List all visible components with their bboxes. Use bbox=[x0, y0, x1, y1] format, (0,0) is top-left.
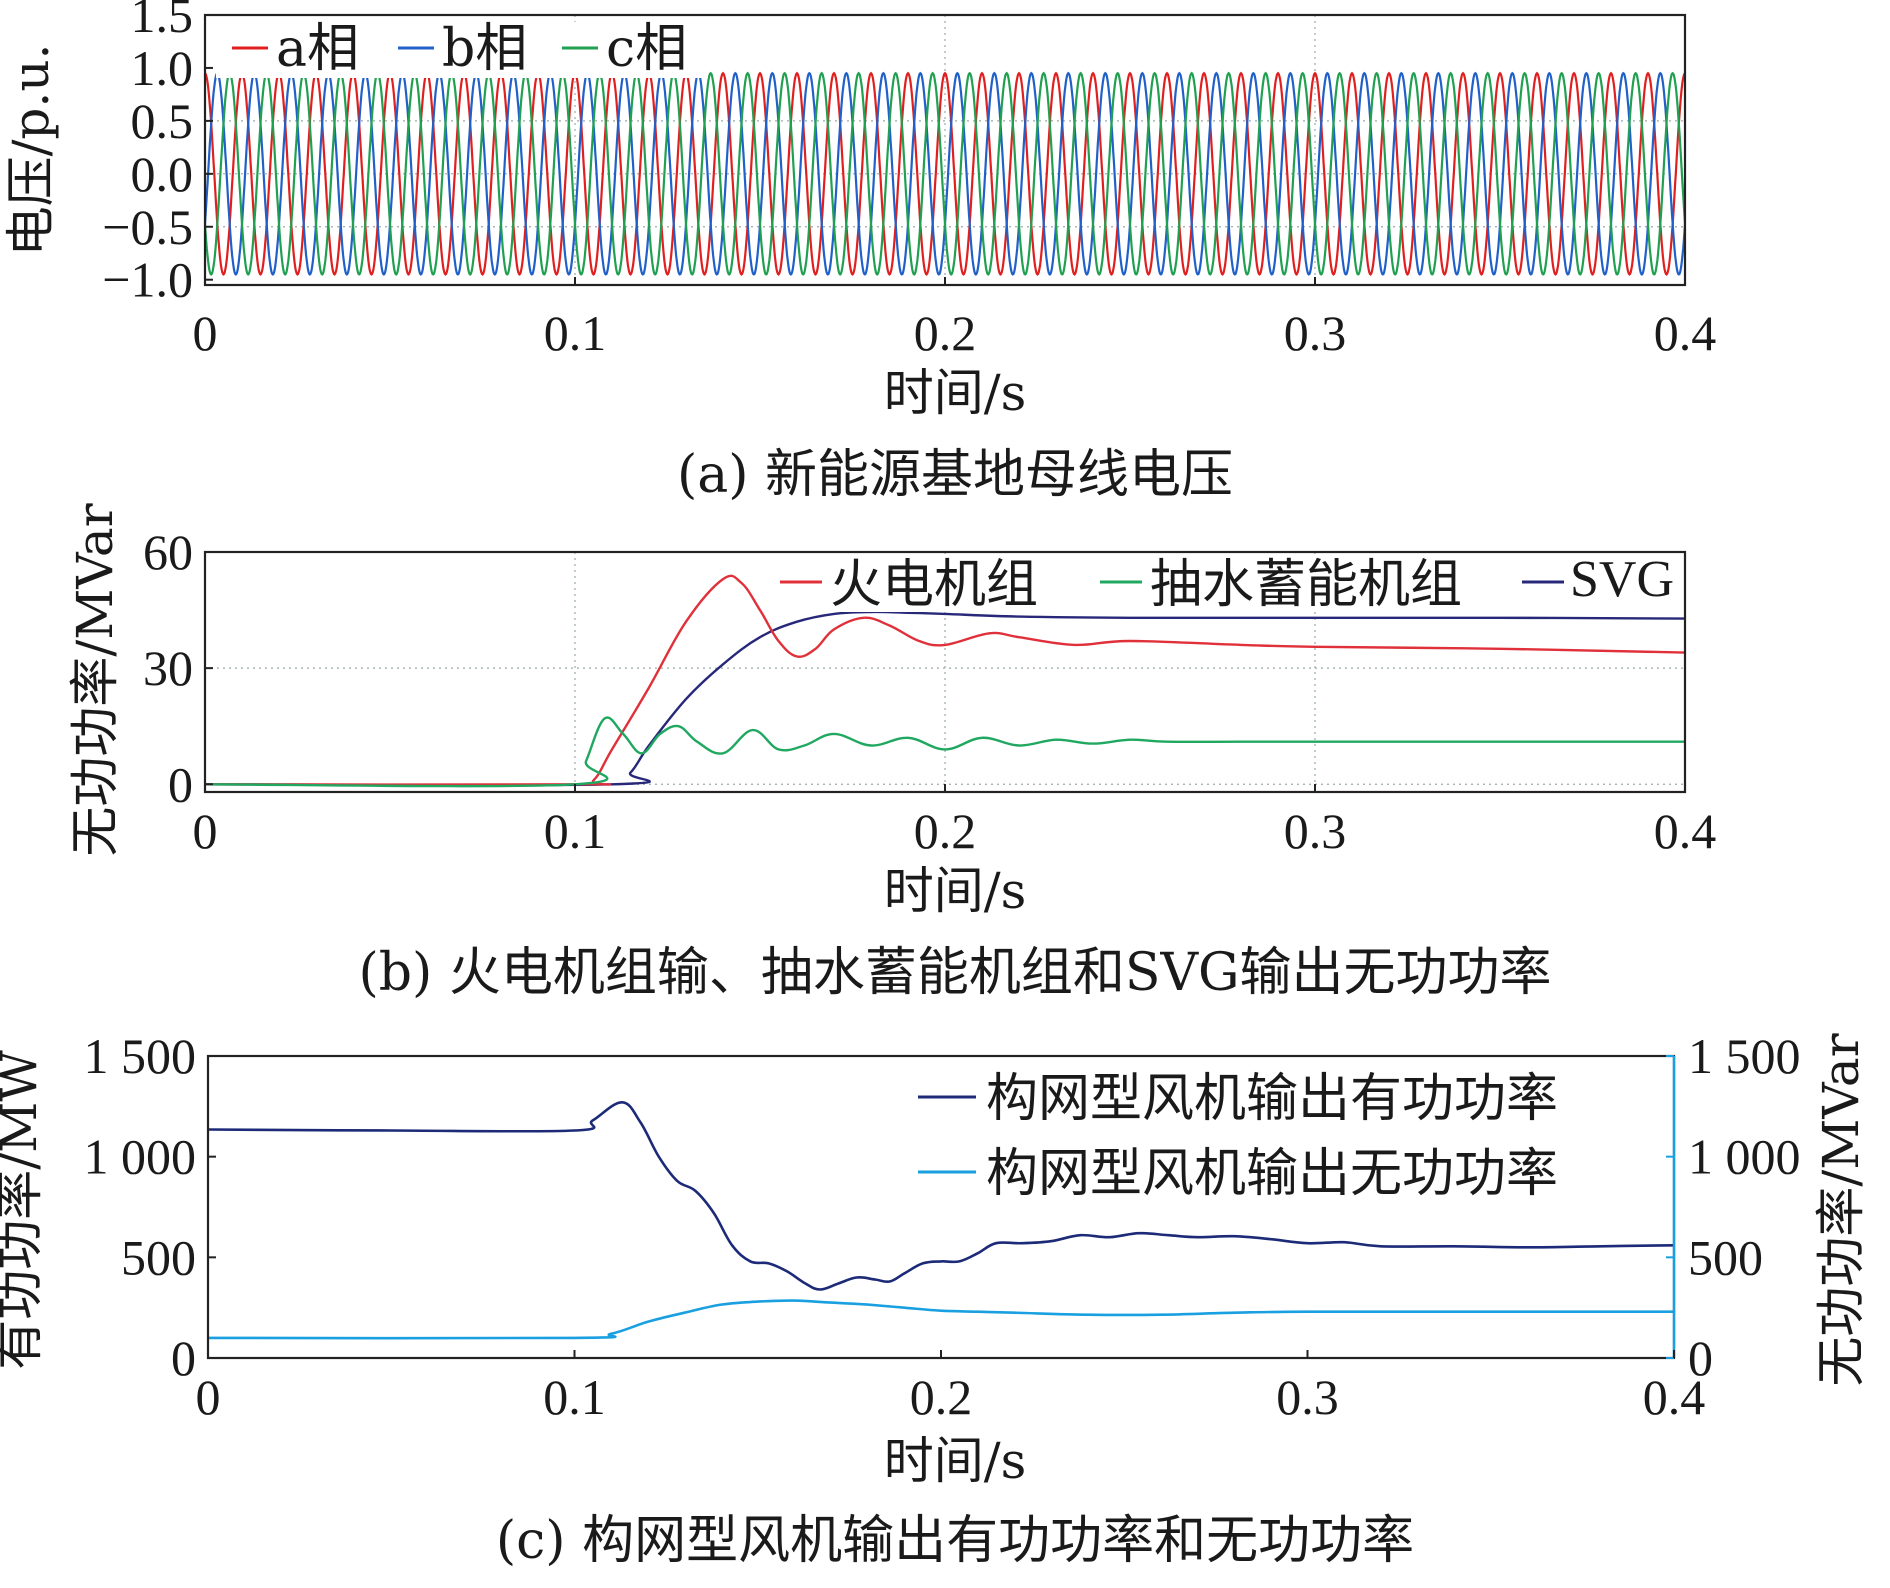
panel-a-legend: a相 b相 c相 bbox=[216, 19, 708, 79]
y-tick-label: 1.0 bbox=[131, 40, 194, 96]
panel-b-x-axis-label: 时间/s bbox=[884, 862, 1027, 920]
panel-c-y-axis-label-left: 有功功率/MW bbox=[0, 1050, 48, 1370]
x-tick-label: 0.3 bbox=[1284, 803, 1347, 859]
y-tick-label: 500 bbox=[1688, 1229, 1763, 1285]
y-tick-label: −0.5 bbox=[102, 199, 193, 255]
panel-c-x-ticks: 0 0.1 0.2 0.3 0.4 bbox=[196, 1350, 1706, 1425]
panel-a-caption: (a) 新能源基地母线电压 bbox=[677, 445, 1233, 505]
y-tick-label: 0.0 bbox=[131, 146, 194, 202]
panel-a-x-ticks: 0 0.1 0.2 0.3 0.4 bbox=[193, 277, 1717, 361]
panel-c-y-ticks-right: 1 500 1 000 500 0 bbox=[1666, 1028, 1801, 1386]
panel-b-legend: 火电机组 抽水蓄能机组 SVG bbox=[770, 551, 1680, 615]
y-tick-label: −1.0 bbox=[102, 252, 193, 308]
panel-b-legend-bg bbox=[770, 556, 1680, 612]
svg-line bbox=[205, 610, 1685, 787]
pumped-storage-line bbox=[205, 716, 1685, 788]
legend-a-phase-a-label: a相 bbox=[276, 19, 359, 79]
legend-c-reactive-power-label: 构网型风机输出无功功率 bbox=[986, 1144, 1558, 1204]
y-tick-label: 0.5 bbox=[131, 93, 194, 149]
y-tick-label: 0 bbox=[168, 756, 193, 812]
x-tick-label: 0.4 bbox=[1654, 305, 1717, 361]
panel-c-wind-power: 1 500 1 000 500 0 1 500 1 000 500 0 0 0.1 0.2 0.3… bbox=[0, 1028, 1870, 1571]
y-tick-label: 0 bbox=[171, 1330, 196, 1386]
panel-c-series bbox=[208, 1101, 1674, 1340]
panel-a-y-ticks: 1.51.00.50.0−0.5−1.0 bbox=[102, 0, 213, 308]
legend-a-phase-c-label: c相 bbox=[606, 19, 687, 79]
x-tick-label: 0.1 bbox=[544, 803, 607, 859]
y-tick-label: 1 500 bbox=[84, 1028, 197, 1084]
x-tick-label: 0 bbox=[193, 803, 218, 859]
x-tick-label: 0 bbox=[196, 1369, 221, 1425]
panel-b-caption: (b) 火电机组输、抽水蓄能机组和SVG输出无功功率 bbox=[358, 943, 1551, 1003]
y-tick-label: 500 bbox=[121, 1229, 196, 1285]
x-tick-label: 0.4 bbox=[1643, 1369, 1706, 1425]
x-tick-label: 0.2 bbox=[914, 803, 977, 859]
legend-b-pumped-storage-label: 抽水蓄能机组 bbox=[1150, 555, 1462, 615]
thermal-unit-line bbox=[205, 574, 1685, 786]
y-tick-label: 30 bbox=[143, 640, 193, 696]
panel-a-x-axis-label: 时间/s bbox=[884, 364, 1027, 422]
y-tick-label: 1.5 bbox=[131, 0, 194, 43]
panel-c-caption: (c) 构网型风机输出有功功率和无功功率 bbox=[496, 1511, 1414, 1571]
x-tick-label: 0.1 bbox=[543, 1369, 606, 1425]
x-tick-label: 0.2 bbox=[910, 1369, 973, 1425]
y-tick-label: 1 000 bbox=[84, 1129, 197, 1185]
x-tick-label: 0.1 bbox=[544, 305, 607, 361]
panel-b-y-ticks: 60 30 0 bbox=[143, 524, 213, 812]
x-tick-label: 0.3 bbox=[1284, 305, 1347, 361]
panel-b-y-axis-label: 无功功率/MVar bbox=[66, 503, 124, 856]
y-tick-label: 1 500 bbox=[1688, 1028, 1801, 1084]
legend-a-phase-b-label: b相 bbox=[442, 19, 527, 79]
panel-b-series bbox=[205, 574, 1685, 788]
panel-a-legend-bg bbox=[216, 22, 708, 78]
legend-b-thermal-label: 火电机组 bbox=[830, 555, 1038, 615]
panel-b-reactive-power: 60 30 0 0 0.1 0.2 0.3 0.4 无功功率/MVar 时间/s (b) 火… bbox=[66, 503, 1716, 1003]
panel-c-x-axis-label: 时间/s bbox=[884, 1432, 1027, 1490]
y-tick-label: 1 000 bbox=[1688, 1129, 1801, 1185]
panel-a-voltage: 1.51.00.50.0−0.5−1.0 0 0.1 0.2 0.3 0.4 电压/p.… bbox=[2, 0, 1716, 505]
reactive-power-line bbox=[208, 1299, 1674, 1340]
x-tick-label: 0.4 bbox=[1654, 803, 1717, 859]
active-power-line bbox=[208, 1101, 1674, 1291]
panel-b-x-ticks: 0 0.1 0.2 0.3 0.4 bbox=[193, 784, 1717, 859]
panel-c-legend: 构网型风机输出有功功率 构网型风机输出无功功率 bbox=[918, 1069, 1558, 1204]
panel-c-y-axis-label-right: 无功功率/MVar bbox=[1812, 1033, 1870, 1386]
x-tick-label: 0 bbox=[193, 305, 218, 361]
panel-a-y-axis-label: 电压/p.u. bbox=[2, 44, 60, 257]
x-tick-label: 0.3 bbox=[1276, 1369, 1339, 1425]
legend-c-active-power-label: 构网型风机输出有功功率 bbox=[986, 1069, 1558, 1129]
panel-c-y-ticks-left: 1 500 1 000 500 0 bbox=[84, 1028, 216, 1386]
y-tick-label: 0 bbox=[1688, 1330, 1713, 1386]
legend-b-svg-label: SVG bbox=[1570, 551, 1674, 608]
y-tick-label: 60 bbox=[143, 524, 193, 580]
x-tick-label: 0.2 bbox=[914, 305, 977, 361]
